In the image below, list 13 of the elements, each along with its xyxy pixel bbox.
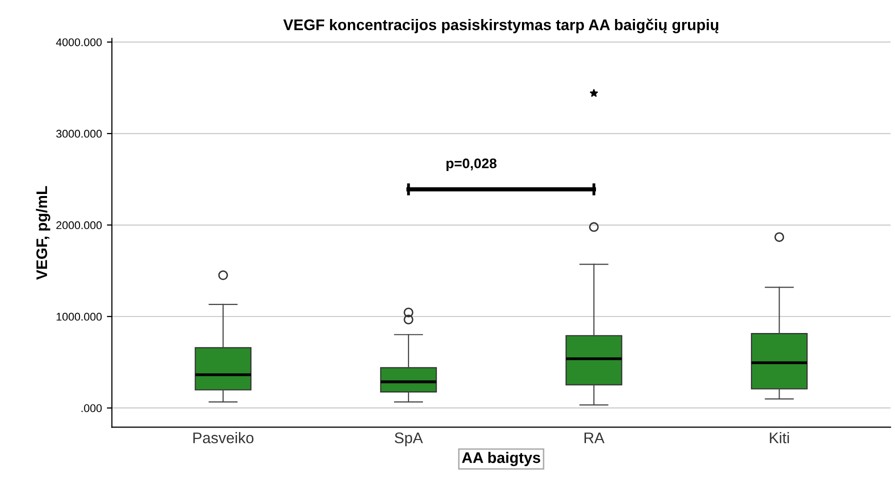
- x-axis-title: AA baigtys: [462, 452, 540, 466]
- y-tick-label: 1000.000: [56, 312, 102, 321]
- x-tick-label: RA: [584, 432, 604, 444]
- y-axis-title: VEGF, pg/mL: [36, 186, 50, 280]
- annotation: p=0,028: [446, 158, 497, 172]
- chart-title: VEGF koncentracijos pasiskirstymas tarp AA baigčių grupių: [283, 18, 718, 34]
- y-tick-label: 2000.000: [56, 221, 102, 230]
- y-tick-label: .000: [82, 404, 102, 412]
- x-tick-label: SpA: [394, 432, 423, 446]
- y-tick-label: 3000.000: [56, 130, 102, 138]
- y-tick-label: 4000.000: [56, 38, 102, 46]
- x-tick-label: Pasveiko: [193, 432, 254, 444]
- x-tick-label: Kiti: [770, 432, 789, 444]
